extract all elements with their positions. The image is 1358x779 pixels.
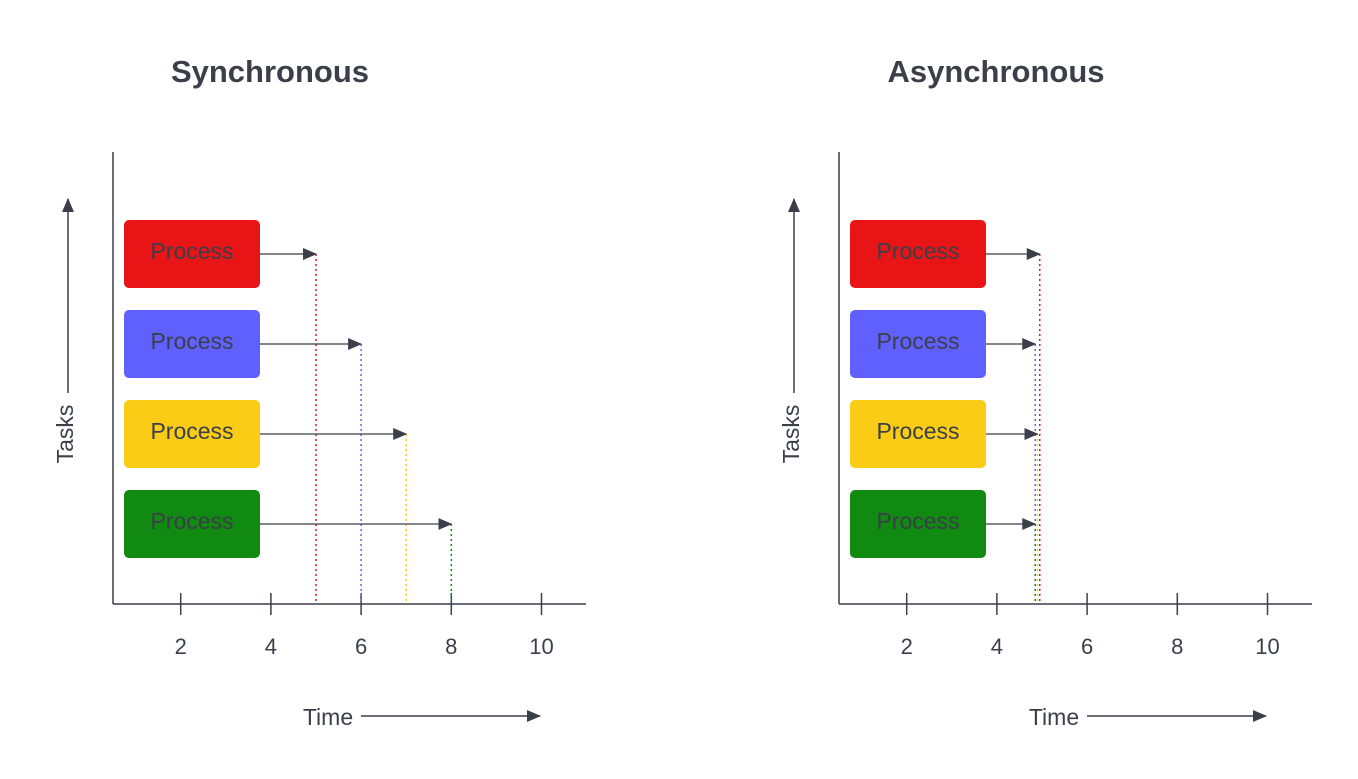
- y-axis-label: Tasks: [778, 405, 804, 464]
- process-label: Process: [876, 418, 959, 444]
- process-box: [124, 490, 260, 558]
- x-tick-label: 10: [529, 634, 553, 659]
- panel-asynchronous: Asynchronous 2 4 6 8 10 Tasks Time Process Proces…: [778, 54, 1312, 730]
- panel-synchronous: Synchronous 2 4 6 8 10 Tasks Time Process Process…: [52, 54, 586, 730]
- process-label: Process: [150, 508, 233, 534]
- process-box: [124, 400, 260, 468]
- process-label: Process: [876, 238, 959, 264]
- x-tick-label: 4: [991, 634, 1003, 659]
- process-box: [850, 400, 986, 468]
- process-box: [850, 490, 986, 558]
- process-label: Process: [876, 328, 959, 354]
- process-box: [124, 220, 260, 288]
- process-box: [124, 310, 260, 378]
- x-tick-label: 8: [1171, 634, 1183, 659]
- y-axis-label: Tasks: [52, 405, 78, 464]
- process-label: Process: [876, 508, 959, 534]
- x-axis-label: Time: [1029, 704, 1079, 730]
- x-tick-label: 6: [355, 634, 367, 659]
- process-box: [850, 220, 986, 288]
- x-tick-label: 10: [1255, 634, 1279, 659]
- process-label: Process: [150, 238, 233, 264]
- x-tick-label: 2: [175, 634, 187, 659]
- panel-title: Asynchronous: [887, 54, 1104, 89]
- x-tick-label: 6: [1081, 634, 1093, 659]
- x-tick-label: 2: [901, 634, 913, 659]
- x-tick-label: 8: [445, 634, 457, 659]
- panel-title: Synchronous: [171, 54, 369, 89]
- process-label: Process: [150, 418, 233, 444]
- x-axis-label: Time: [303, 704, 353, 730]
- process-label: Process: [150, 328, 233, 354]
- process-box: [850, 310, 986, 378]
- x-tick-label: 4: [265, 634, 277, 659]
